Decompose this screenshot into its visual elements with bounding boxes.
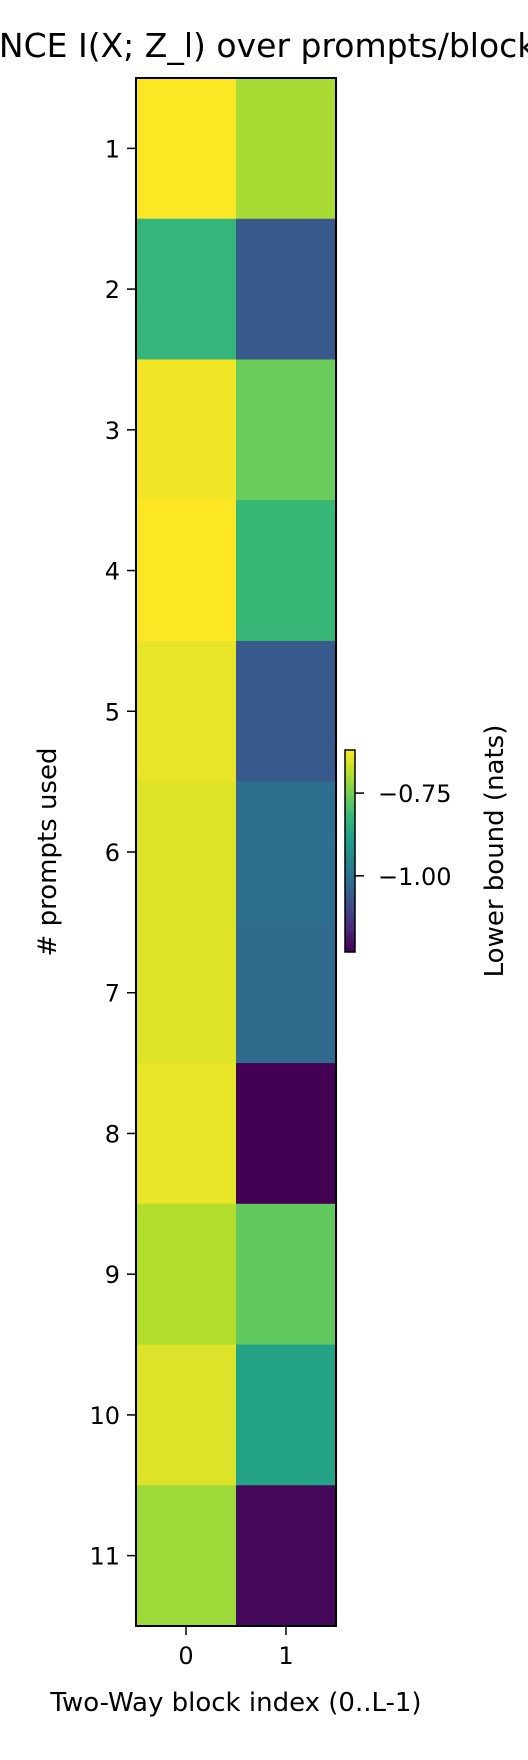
heatmap-cell — [136, 640, 237, 783]
heatmap-cell — [136, 359, 237, 501]
colorbar-tick-label: −0.75 — [378, 780, 452, 808]
y-tick-label: 9 — [105, 1261, 120, 1289]
heatmap-cells — [136, 78, 337, 1627]
heatmap-cell — [236, 1203, 337, 1346]
heatmap-cell — [136, 1203, 237, 1346]
heatmap-cell — [236, 1344, 337, 1486]
y-tick-label: 4 — [105, 558, 120, 586]
heatmap-cell — [136, 1485, 237, 1627]
y-tick-label: 3 — [105, 417, 120, 445]
colorbar-label: Lower bound (nats) — [480, 725, 510, 978]
heatmap-cell — [236, 78, 337, 220]
y-axis-label: # prompts used — [33, 748, 63, 957]
heatmap-cell — [236, 922, 337, 1064]
heatmap-cell — [136, 1344, 237, 1486]
heatmap-cell — [236, 218, 337, 360]
y-tick-label: 5 — [105, 698, 120, 726]
heatmap-cell — [236, 781, 337, 923]
y-tick-label: 11 — [89, 1543, 120, 1571]
x-tick-label: 1 — [278, 1642, 293, 1670]
heatmap-cell — [136, 500, 237, 642]
heatmap-cell — [236, 500, 337, 642]
heatmap-cell — [136, 1063, 237, 1205]
colorbar: −0.75 −1.00 — [344, 749, 452, 953]
y-tick-label: 1 — [105, 135, 120, 163]
heatmap-cell — [236, 359, 337, 501]
y-tick-label: 7 — [105, 980, 120, 1008]
heatmap-cell — [136, 781, 237, 923]
y-tick-label: 6 — [105, 839, 120, 867]
x-axis-label: Two-Way block index (0..L-1) — [49, 1688, 421, 1718]
heatmap-cell — [236, 1485, 337, 1627]
heatmap-cell — [136, 922, 237, 1064]
chart-title: InfoNCE I(X; Z_l) over prompts/blocks — [0, 26, 528, 65]
y-axis: 1 2 3 4 5 6 7 8 9 10 11 — [89, 135, 136, 1571]
y-tick-label: 10 — [89, 1402, 120, 1430]
heatmap-cell — [136, 218, 237, 360]
heatmap-cell — [236, 1063, 337, 1205]
heatmap-cell — [236, 640, 337, 783]
y-tick-label: 2 — [105, 276, 120, 304]
heatmap-cell — [136, 78, 237, 220]
x-tick-label: 0 — [178, 1642, 193, 1670]
colorbar-tick-label: −1.00 — [378, 863, 452, 891]
colorbar-gradient — [344, 749, 356, 953]
y-tick-label: 8 — [105, 1120, 120, 1148]
